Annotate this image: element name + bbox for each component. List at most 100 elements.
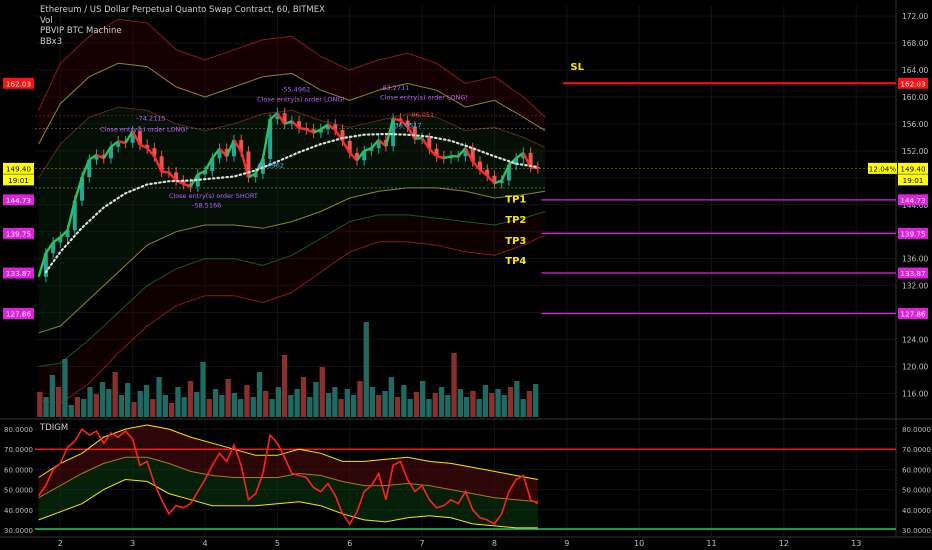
volume-bar: [507, 387, 514, 417]
volume-bar: [187, 381, 194, 417]
trend-line-segment: [232, 139, 243, 153]
trade-annotation: Close entry(s) order LONG!: [380, 94, 468, 102]
volume-bar: [338, 399, 344, 417]
price-badges: 162.03 149.40 19:01 144.73 139.75 133.87 127.8…: [3, 77, 928, 320]
time-tick-label: 5: [275, 539, 280, 548]
right-price-badge-text: 133.87: [900, 269, 925, 278]
tp-sl-labels: SL TP1 TP2 TP3 TP4: [505, 62, 584, 267]
tp-label: TP1: [505, 195, 526, 206]
candle-body: [174, 172, 179, 181]
volume-bar: [426, 399, 432, 417]
symbol-title[interactable]: Ethereum / US Dollar Perpetual Quanto Sw…: [40, 5, 325, 15]
volume-bar: [118, 395, 125, 417]
trend-line-segment: [392, 117, 401, 122]
volume-bar: [401, 385, 407, 417]
candle-body: [72, 200, 77, 231]
trend-line-segment: [139, 143, 148, 150]
trend-line-segment: [153, 155, 163, 173]
volume-bar: [175, 387, 181, 417]
legend-vol[interactable]: Vol: [40, 15, 53, 26]
indicator-tick-label-left: 40.0000: [4, 507, 33, 515]
indicator-tick-label-left: 70.0000: [4, 446, 33, 454]
candle-body: [470, 148, 475, 162]
volume-bar: [432, 393, 438, 417]
right-price-badge: [898, 77, 928, 89]
candle-body: [43, 253, 48, 277]
candle-body: [477, 161, 482, 170]
candle-body: [318, 129, 323, 133]
indicator-tick-label-left: 30.0000: [4, 527, 33, 535]
trend-line-segment: [348, 152, 358, 162]
candle-body: [354, 152, 359, 161]
volume-bar: [526, 391, 532, 417]
volume-bar: [49, 375, 55, 417]
indicator-fill-lower: [38, 457, 538, 528]
candle-body: [239, 140, 244, 152]
trend-line-segment: [341, 140, 351, 154]
candle-body: [246, 151, 251, 178]
trade-annotation: Close entry(s) order LONG!: [257, 96, 345, 104]
trend-line-segment: [457, 147, 467, 158]
trade-annotation: -83.2711: [380, 84, 409, 92]
trend-line-segment: [421, 137, 431, 150]
candle-body: [514, 158, 519, 166]
price-tick-label: 164.00: [902, 66, 928, 75]
volume-bar: [388, 377, 394, 417]
volume-bar: [288, 395, 294, 417]
tp-label: TP3: [505, 236, 526, 247]
trend-line-segment: [377, 139, 387, 148]
trend-line-segment: [479, 168, 488, 177]
right-price-badge-text: 127.86: [900, 310, 926, 319]
time-tick-label: 3: [130, 539, 135, 548]
volume-bar: [194, 392, 200, 417]
time-tick-label: 11: [706, 539, 716, 548]
volume-bar: [294, 389, 300, 417]
price-tick-label: 156.00: [902, 120, 928, 129]
volume-bar: [420, 381, 426, 417]
candle-body: [376, 140, 381, 149]
right-price-badge: [898, 308, 928, 320]
trend-line-segment: [436, 155, 445, 160]
volume-bar: [363, 322, 369, 417]
candle-body: [405, 120, 410, 127]
price-tick-label: 132.00: [902, 282, 928, 291]
trade-annotation: 49.6962: [257, 162, 284, 170]
price-candles: [37, 107, 540, 283]
trend-line-segment: [284, 120, 293, 126]
price-tick-label: 124.00: [902, 336, 928, 345]
volume-bar: [313, 382, 319, 417]
trend-line-segment: [327, 123, 336, 131]
candle-body: [231, 140, 236, 157]
volume-bar: [319, 367, 325, 417]
volume-bar: [219, 395, 225, 417]
volume-bar: [489, 393, 495, 417]
target-levels: [35, 82, 896, 315]
trend-line-segment: [500, 164, 510, 182]
volume-bar: [74, 397, 81, 417]
trend-line-segment: [428, 148, 438, 158]
legend-bbx3[interactable]: BBx3: [40, 36, 63, 47]
candle-body: [87, 159, 92, 178]
time-tick-label: 9: [564, 539, 569, 548]
candle-body: [260, 158, 265, 174]
bollinger-bands: [38, 18, 546, 405]
left-price-badge: [3, 162, 34, 174]
volume-bar: [282, 355, 288, 417]
right-price-badge: [898, 194, 928, 206]
percent-badge-text: 12.04%: [869, 164, 897, 173]
candle-body: [94, 154, 99, 160]
trend-line-segment: [515, 151, 525, 160]
volume-bar: [275, 387, 281, 417]
left-price-badge: [3, 194, 34, 206]
indicator-title[interactable]: TDIGM: [40, 423, 69, 433]
candle-body: [210, 158, 215, 172]
volume-bar: [269, 399, 275, 417]
volume-bar: [181, 397, 187, 417]
volume-bar: [231, 393, 237, 417]
trend-line-segment: [225, 139, 236, 157]
volume-bar: [99, 382, 106, 417]
time-tick-label: 8: [492, 539, 497, 548]
legend-pbvip[interactable]: PBVIP BTC Machine: [40, 26, 122, 36]
volume-bar: [332, 387, 338, 417]
